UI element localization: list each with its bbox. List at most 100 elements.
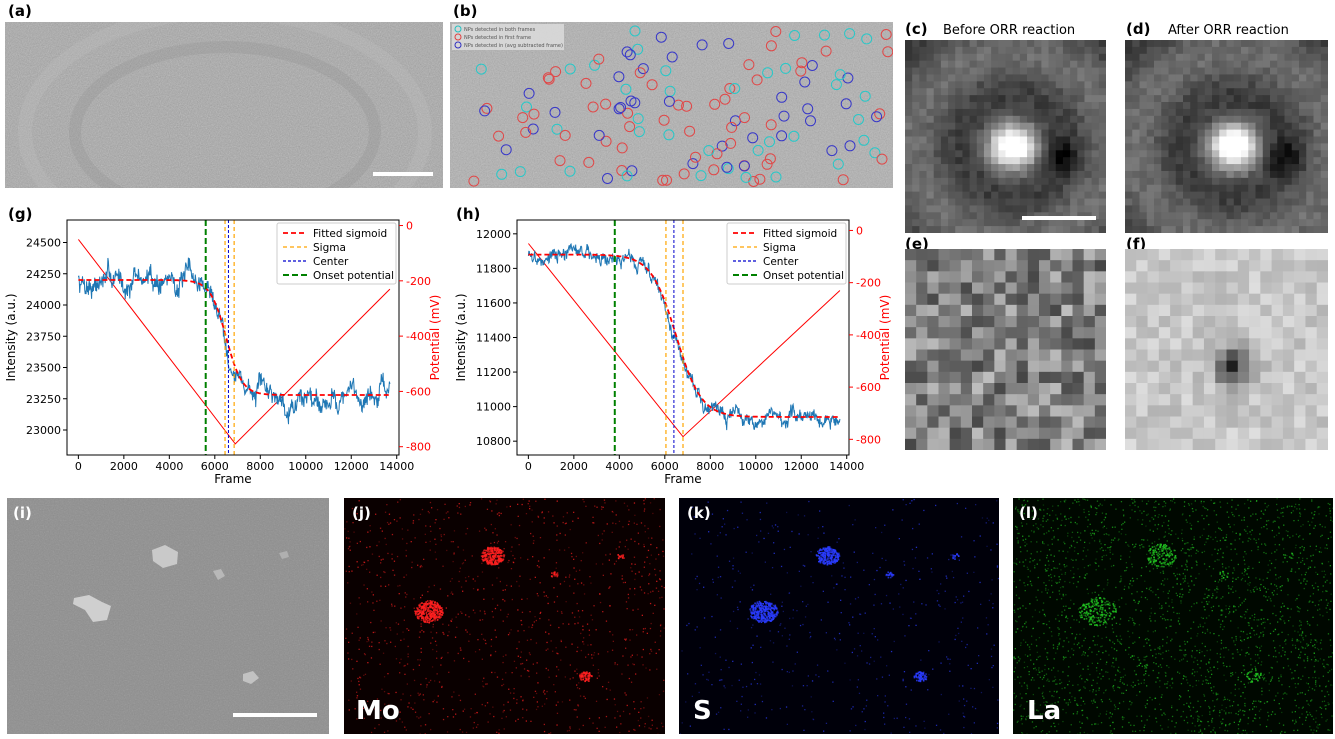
eds-pixel — [506, 616, 508, 618]
eds-pixel — [505, 672, 507, 674]
pixel — [1098, 136, 1106, 144]
eds-pixel — [376, 574, 378, 576]
eds-map-s: (k) S — [679, 498, 999, 734]
eds-pixel — [485, 554, 487, 557]
eds-pixel — [643, 545, 645, 548]
eds-pixel — [992, 522, 994, 524]
eds-pixel — [426, 620, 429, 622]
pixel — [1094, 405, 1106, 418]
pixel — [933, 170, 942, 179]
pixel — [976, 102, 985, 110]
eds-pixel — [390, 629, 392, 631]
eds-pixel — [490, 563, 492, 565]
eds-pixel — [419, 604, 421, 606]
pixel — [1190, 136, 1199, 144]
pixel — [983, 405, 995, 418]
pixel — [991, 226, 999, 233]
eds-pixel — [938, 604, 940, 606]
detection-circle — [837, 174, 849, 186]
pixel — [1284, 46, 1293, 55]
detection-circle — [819, 29, 830, 41]
pixel — [940, 115, 949, 124]
eds-pixel — [487, 550, 489, 552]
pixel — [905, 143, 913, 151]
pixel — [1005, 122, 1014, 131]
pixel — [1294, 293, 1307, 306]
eds-pixel — [550, 575, 553, 577]
pixel — [1212, 150, 1220, 158]
pixel — [1260, 338, 1273, 351]
pixel — [1091, 184, 1100, 193]
eds-pixel — [526, 659, 528, 661]
pixel — [955, 177, 964, 186]
pixel — [912, 191, 920, 200]
pixel — [1070, 157, 1078, 165]
eds-pixel — [589, 576, 591, 578]
pixel — [1170, 371, 1182, 384]
pixel — [1270, 157, 1278, 165]
eds-pixel — [497, 554, 500, 557]
eds-pixel — [537, 682, 539, 684]
pixel — [969, 219, 978, 227]
eds-pixel — [557, 669, 560, 671]
pixel — [1083, 360, 1096, 373]
eds-pixel — [966, 700, 968, 702]
eds-pixel — [363, 653, 366, 655]
eds-pixel — [980, 691, 983, 694]
eds-pixel — [363, 717, 365, 719]
detection-circle — [629, 25, 641, 37]
eds-pixel — [622, 710, 625, 713]
pixel — [1012, 164, 1021, 172]
pixel — [1098, 129, 1106, 138]
eds-pixel — [854, 519, 856, 521]
eds-pixel — [649, 669, 651, 671]
pixel — [1248, 191, 1257, 200]
pixel — [1034, 177, 1042, 186]
eds-pixel — [873, 660, 875, 662]
eds-pixel — [972, 706, 974, 708]
eds-pixel — [644, 531, 646, 533]
pixel — [1016, 271, 1029, 284]
pixel — [955, 226, 964, 233]
eds-pixel — [451, 578, 453, 580]
pixel — [940, 164, 949, 172]
eds-pixel — [565, 646, 567, 648]
eds-pixel — [826, 547, 829, 550]
eds-pixel — [618, 546, 620, 548]
eds-pixel — [433, 607, 436, 609]
pixel — [1197, 122, 1206, 131]
eds-pixel — [879, 566, 881, 569]
eds-pixel — [590, 644, 592, 646]
pixel — [1241, 226, 1249, 233]
eds-pixel — [435, 604, 437, 606]
eds-pixel — [428, 681, 430, 683]
pixel — [1197, 164, 1206, 172]
pixel — [1262, 212, 1271, 220]
eds-pixel — [437, 605, 440, 608]
pixel — [1062, 129, 1071, 138]
pixel — [1070, 81, 1078, 89]
eds-pixel — [370, 657, 373, 659]
eds-pixel — [490, 542, 492, 544]
eds-pixel — [450, 541, 452, 543]
pixel — [991, 143, 999, 151]
eds-pixel — [362, 564, 364, 566]
pixel — [1241, 67, 1249, 76]
eds-pixel — [586, 678, 588, 680]
y-tick-label-h: 11000 — [476, 401, 511, 414]
eds-pixel — [631, 654, 633, 656]
eds-pixel — [828, 557, 830, 559]
pixel — [1284, 191, 1293, 200]
pixel — [1237, 293, 1250, 306]
pixel — [1215, 360, 1228, 373]
eds-pixel — [491, 584, 494, 586]
eds-pixel — [791, 530, 793, 533]
eds-pixel — [902, 587, 904, 589]
eds-pixel — [643, 707, 645, 709]
eds-pixel — [502, 661, 504, 664]
eds-pixel — [584, 680, 586, 683]
eds-pixel — [687, 673, 689, 675]
pixel — [1084, 184, 1093, 193]
pixel — [1161, 129, 1170, 138]
pixel — [1034, 60, 1042, 69]
